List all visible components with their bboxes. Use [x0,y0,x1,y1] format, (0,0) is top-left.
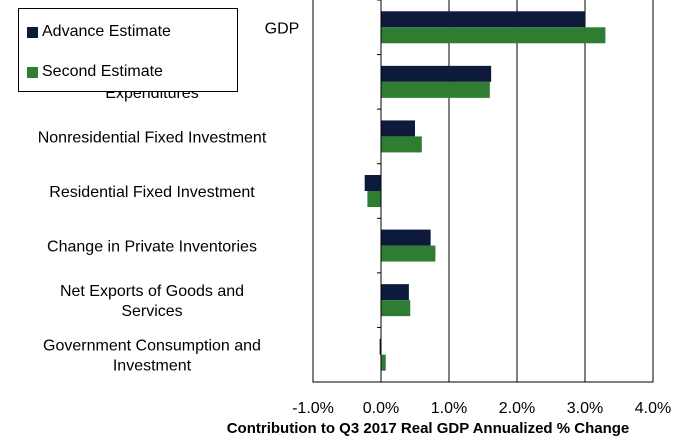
x-axis-title: Contribution to Q3 2017 Real GDP Annuali… [227,420,630,437]
bar-second [381,136,422,153]
bar-advance [381,65,492,82]
bar-advance [381,120,415,137]
bar-advance [381,11,585,28]
x-tick-label: 3.0% [567,400,603,417]
category-label-line: Net Exports of Goods and [60,283,244,300]
legend-swatch-second [27,66,38,78]
legend-swatch-advance [27,26,38,38]
x-tick-label: 4.0% [635,400,671,417]
bar-second [381,81,490,98]
bars [364,0,606,371]
category-label: Residential Fixed Investment [49,184,255,201]
category-label: Government Consumption and Investment [43,338,261,375]
gridlines [312,0,654,382]
bar-advance [381,284,409,301]
x-tick-label: 0.0% [363,400,399,417]
x-tick-label: 2.0% [499,400,535,417]
category-label: GDP [265,20,300,37]
legend: Advance Estimate Second Estimate [18,8,238,92]
bar-second [381,27,606,44]
category-label-line: Nonresidential Fixed Investment [38,129,267,146]
legend-label-second: Second Estimate [42,63,163,80]
bar-second [381,354,386,371]
category-label: Net Exports of Goods and Services [60,283,244,320]
category-label-line: GDP [265,20,300,37]
category-label-line: Residential Fixed Investment [49,184,255,201]
category-labels: GDPPersonal ConsumptionExpendituresNonre… [38,20,300,374]
x-tick-labels: -1.0% 0.0% 1.0% 2.0% 3.0% 4.0% [292,400,671,417]
x-tick-label: 1.0% [431,400,467,417]
legend-item-advance: Advance Estimate [27,23,171,41]
bar-second [381,245,436,262]
bar-advance [364,175,381,191]
category-label: Change in Private Inventories [47,239,257,256]
bar-second [367,191,381,207]
bar-second [381,300,411,317]
category-label: Nonresidential Fixed Investment [38,129,267,146]
x-tick-label: -1.0% [292,400,334,417]
legend-item-second: Second Estimate [27,63,163,81]
category-label-line: Change in Private Inventories [47,239,257,256]
bar-advance [381,229,431,246]
category-label-line: Government Consumption and [43,338,261,355]
category-label-line: Services [121,303,182,320]
bar-advance [379,338,381,355]
legend-label-advance: Advance Estimate [42,23,171,40]
plot-frame [312,0,654,383]
category-label-line: Investment [113,358,192,375]
